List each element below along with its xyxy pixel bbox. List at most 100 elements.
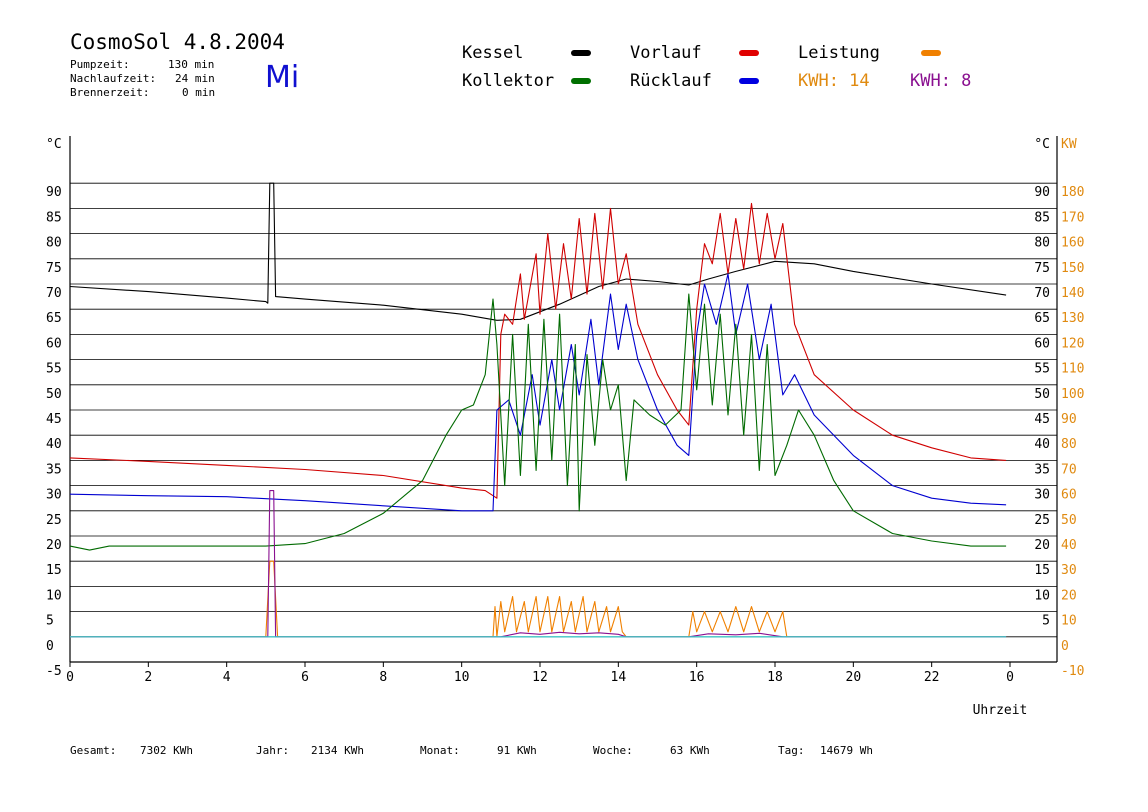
y-tick-label-left: 75 — [46, 261, 62, 276]
y-tick-label-left: 5 — [46, 614, 54, 629]
power-tick-label: 70 — [1061, 462, 1077, 477]
y-axis-unit-left: °C — [46, 137, 62, 152]
y-tick-label-left: 55 — [46, 362, 62, 377]
y-tick-label-right: 70 — [1034, 286, 1050, 301]
y-tick-label-right: 90 — [1034, 185, 1050, 200]
legend-leistung-swatch — [921, 50, 941, 56]
legend-kessel-swatch — [571, 50, 591, 56]
brennerzeit-label: Brennerzeit: — [70, 86, 150, 99]
y-tick-label-left: 40 — [46, 437, 62, 452]
y-tick-label-right: 60 — [1034, 336, 1050, 351]
x-tick-label: 14 — [611, 670, 627, 685]
y-tick-label-right: 45 — [1034, 412, 1050, 427]
y-tick-label-left: 90 — [46, 185, 62, 200]
y-tick-label-left: 10 — [46, 588, 62, 603]
legend-kessel-label: Kessel — [462, 43, 524, 63]
legend-leistung-label: Leistung — [798, 43, 880, 63]
y-tick-label-right: 10 — [1034, 588, 1050, 603]
x-tick-label: 0 — [66, 670, 74, 685]
power-tick-label: 120 — [1061, 336, 1084, 351]
legend-ruecklauf-swatch — [739, 78, 759, 84]
y-tick-label-right: 85 — [1034, 210, 1050, 225]
series-line-kessel — [69, 182, 1007, 321]
legend-kollektor-label: Kollektor — [462, 71, 555, 91]
y-tick-label-right: 25 — [1034, 513, 1050, 528]
woche-label: Woche: — [593, 744, 633, 757]
woche-value: 63 KWh — [670, 744, 710, 757]
legend-kollektor-swatch — [571, 78, 591, 84]
y-tick-label-left: -5 — [46, 664, 62, 679]
x-tick-label: 6 — [301, 670, 309, 685]
legend-ruecklauf-label: Rücklauf — [630, 71, 712, 91]
y-tick-label-left: 70 — [46, 286, 62, 301]
y-tick-label-right: 30 — [1034, 488, 1050, 503]
y-tick-label-left: 65 — [46, 311, 62, 326]
y-tick-label-left: 0 — [46, 639, 54, 654]
pumpzeit-value: 130 min — [168, 58, 215, 71]
legend-vorlauf-swatch — [739, 50, 759, 56]
jahr-label: Jahr: — [256, 744, 290, 757]
chart-title: CosmoSol 4.8.2004 — [70, 30, 285, 54]
power-tick-label: 30 — [1061, 563, 1077, 578]
tag-value: 14679 Wh — [820, 744, 873, 757]
y-tick-label-left: 60 — [46, 336, 62, 351]
power-tick-label: 0 — [1061, 639, 1069, 654]
power-tick-label: 100 — [1061, 387, 1084, 402]
power-tick-label: 60 — [1061, 488, 1077, 503]
monat-label: Monat: — [420, 744, 460, 757]
power-tick-label: 140 — [1061, 286, 1084, 301]
power-tick-label: 90 — [1061, 412, 1077, 427]
power-tick-label: 80 — [1061, 437, 1077, 452]
x-tick-label: 0 — [1006, 670, 1014, 685]
power-tick-label: 20 — [1061, 588, 1077, 603]
power-tick-label: 180 — [1061, 185, 1084, 200]
series-line-kollektor — [69, 293, 1007, 551]
series-line-leistung — [70, 560, 1007, 638]
y-tick-label-right: 55 — [1034, 362, 1050, 377]
x-tick-label: 22 — [924, 670, 940, 685]
power-tick-label: 110 — [1061, 362, 1084, 377]
power-tick-label: 50 — [1061, 513, 1077, 528]
brennerzeit-value: 0 min — [182, 86, 216, 99]
series-line-r-cklauf — [69, 273, 1007, 512]
jahr-value: 2134 KWh — [311, 744, 364, 757]
y-tick-label-right: 40 — [1034, 437, 1050, 452]
gesamt-value: 7302 KWh — [140, 744, 193, 757]
series-line-vorlauf — [69, 202, 1007, 499]
y-tick-label-right: 50 — [1034, 387, 1050, 402]
power-tick-label: 130 — [1061, 311, 1084, 326]
y-tick-label-left: 20 — [46, 538, 62, 553]
y-tick-label-left: 50 — [46, 387, 62, 402]
power-tick-label: 40 — [1061, 538, 1077, 553]
nachlaufzeit-value: 24 min — [175, 72, 215, 85]
kwh-purple-value: KWH: 8 — [910, 71, 972, 91]
y-tick-label-right: 35 — [1034, 462, 1050, 477]
power-tick-label: -10 — [1061, 664, 1084, 679]
y-tick-label-right: 5 — [1042, 614, 1050, 629]
x-tick-label: 16 — [689, 670, 705, 685]
gesamt-label: Gesamt: — [70, 744, 117, 757]
x-tick-label: 4 — [223, 670, 231, 685]
y-tick-label-left: 45 — [46, 412, 62, 427]
y-tick-label-right: 80 — [1034, 236, 1050, 251]
kwh-orange-value: KWH: 14 — [798, 71, 870, 91]
x-tick-label: 12 — [532, 670, 548, 685]
x-axis-title: Uhrzeit — [973, 703, 1028, 718]
x-tick-label: 10 — [454, 670, 470, 685]
y-tick-label-right: 75 — [1034, 261, 1050, 276]
power-tick-label: 150 — [1061, 261, 1084, 276]
y-tick-label-right: 20 — [1034, 538, 1050, 553]
power-tick-label: 160 — [1061, 236, 1084, 251]
x-tick-label: 18 — [767, 670, 783, 685]
x-tick-label: 8 — [379, 670, 387, 685]
tag-label: Tag: — [778, 744, 805, 757]
nachlaufzeit-label: Nachlaufzeit: — [70, 72, 157, 85]
y-tick-label-left: 35 — [46, 462, 62, 477]
legend-vorlauf-label: Vorlauf — [630, 43, 702, 63]
x-tick-label: 2 — [144, 670, 152, 685]
y-tick-label-right: 15 — [1034, 563, 1050, 578]
y-tick-label-left: 25 — [46, 513, 62, 528]
pumpzeit-label: Pumpzeit: — [70, 58, 130, 71]
power-tick-label: 170 — [1061, 210, 1084, 225]
